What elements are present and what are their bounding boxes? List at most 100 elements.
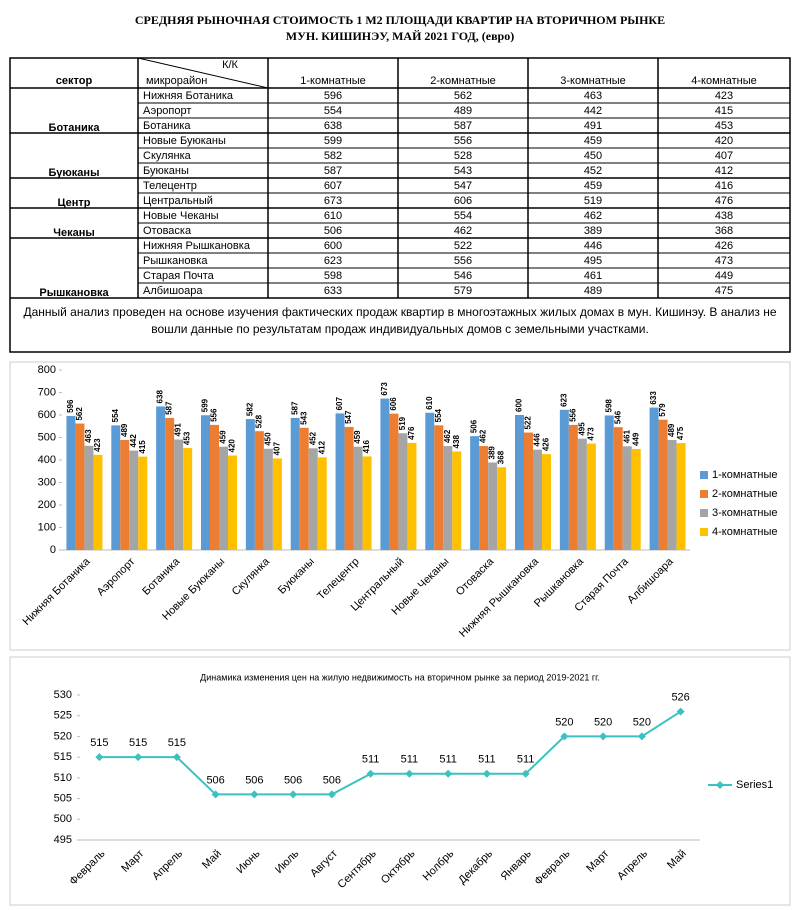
- data-label: 520: [555, 716, 573, 728]
- legend-label: 3-комнатные: [712, 507, 777, 519]
- chart-frame: [9, 656, 791, 906]
- data-label: 416: [362, 440, 371, 454]
- value-cell: 476: [715, 195, 733, 207]
- header-cell: К/К: [222, 59, 238, 71]
- marker: [134, 753, 143, 762]
- data-label: 511: [362, 754, 380, 766]
- x-tick-label: Сентябрь: [335, 848, 379, 892]
- bar: [219, 446, 228, 550]
- x-tick-label: Январь: [499, 848, 534, 883]
- value-cell: 491: [584, 120, 602, 132]
- district-cell: Рышкановка: [143, 255, 208, 267]
- data-label: 596: [66, 399, 75, 413]
- value-cell: 475: [715, 285, 733, 297]
- x-tick-label: Март: [119, 848, 146, 875]
- marker: [444, 769, 453, 778]
- bar: [263, 448, 273, 550]
- district-cell: Старая Почта: [143, 270, 215, 282]
- bar: [658, 419, 668, 550]
- value-cell: 438: [715, 210, 733, 222]
- value-cell: 453: [715, 120, 733, 132]
- data-label: 463: [84, 429, 93, 443]
- bar: [129, 450, 139, 550]
- sector-cell: Ботаника: [49, 122, 101, 134]
- data-label: 554: [434, 408, 443, 422]
- data-label: 587: [165, 401, 174, 415]
- x-tick-label: Декабрь: [456, 848, 495, 887]
- marker: [637, 732, 646, 741]
- sector-cell: Центр: [57, 197, 90, 209]
- district-cell: Телецентр: [143, 180, 197, 192]
- x-tick-label: Ботаника: [140, 555, 183, 598]
- bar: [183, 448, 193, 550]
- value-cell: 519: [584, 195, 602, 207]
- bar: [568, 424, 578, 550]
- value-cell: 543: [454, 165, 472, 177]
- y-tick-label: 510: [54, 772, 72, 784]
- x-tick-label: Телецентр: [315, 556, 362, 603]
- value-cell: 554: [454, 210, 472, 222]
- title: СРЕДНЯЯ РЫНОЧНАЯ СТОИМОСТЬ 1 М2 ПЛОЩАДИ …: [135, 13, 665, 27]
- data-label: 562: [75, 407, 84, 421]
- value-cell: 407: [715, 150, 733, 162]
- bar: [667, 439, 677, 550]
- bar: [210, 424, 219, 550]
- value-cell: 599: [324, 135, 342, 147]
- marker: [172, 753, 181, 762]
- data-label: 607: [335, 397, 344, 411]
- bar: [604, 415, 614, 550]
- bar: [308, 448, 318, 550]
- bar: [488, 462, 498, 550]
- value-cell: 579: [454, 285, 472, 297]
- x-tick-label: Июнь: [234, 848, 262, 876]
- chart-title: Динамика изменения цен на жилую недвижим…: [200, 672, 600, 682]
- y-tick-label: 0: [50, 544, 56, 556]
- value-cell: 415: [715, 105, 733, 117]
- data-label: 511: [517, 754, 535, 766]
- value-cell: 462: [584, 210, 602, 222]
- legend-swatch: [700, 490, 708, 498]
- data-label: 515: [90, 737, 108, 749]
- header-cell: сектор: [56, 75, 93, 87]
- data-label: 587: [290, 401, 299, 415]
- marker: [676, 707, 685, 716]
- data-label: 556: [568, 408, 577, 422]
- x-tick-label: Буюканы: [276, 556, 317, 597]
- bar: [174, 439, 184, 550]
- bar: [93, 454, 103, 550]
- data-label: 522: [524, 416, 533, 430]
- bar: [290, 417, 300, 550]
- data-label: 546: [613, 410, 622, 424]
- district-cell: Албишоара: [143, 285, 203, 297]
- bar: [649, 407, 659, 550]
- value-cell: 452: [584, 165, 602, 177]
- data-label: 438: [452, 435, 461, 449]
- data-label: 511: [439, 754, 457, 766]
- data-label: 461: [622, 429, 631, 443]
- value-cell: 473: [715, 255, 733, 267]
- y-tick-label: 500: [38, 431, 56, 443]
- legend-label: 4-комнатные: [712, 526, 777, 538]
- value-cell: 423: [715, 90, 733, 102]
- x-tick-label: Май: [665, 848, 689, 872]
- value-cell: 420: [715, 135, 733, 147]
- legend-label: 1-комнатные: [712, 469, 777, 481]
- x-tick-label: Отоваска: [454, 555, 497, 598]
- value-cell: 554: [324, 105, 342, 117]
- data-label: 453: [183, 431, 192, 445]
- data-label: 489: [120, 423, 129, 437]
- bar: [201, 415, 210, 550]
- bar: [443, 446, 453, 550]
- bar: [452, 451, 462, 550]
- line: [99, 710, 682, 796]
- data-label: 476: [407, 426, 416, 440]
- header-cell: 2-комнатные: [430, 75, 495, 87]
- data-label: 623: [559, 393, 568, 407]
- data-label: 368: [497, 450, 506, 464]
- value-cell: 416: [715, 180, 733, 192]
- bar: [622, 446, 632, 550]
- value-cell: 556: [454, 255, 472, 267]
- data-label: 442: [129, 434, 138, 448]
- y-tick-label: 100: [38, 521, 56, 533]
